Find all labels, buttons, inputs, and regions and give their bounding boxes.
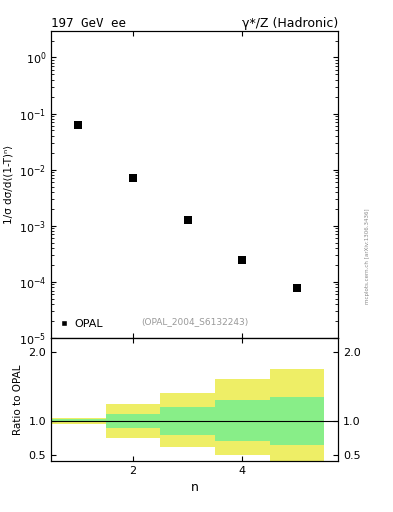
Y-axis label: 1/σ dσ/d⟨(1-T)ⁿ⟩: 1/σ dσ/d⟨(1-T)ⁿ⟩ bbox=[3, 145, 13, 224]
Legend: OPAL: OPAL bbox=[57, 316, 107, 332]
Point bbox=[75, 121, 82, 130]
Text: γ*/Z (Hadronic): γ*/Z (Hadronic) bbox=[242, 16, 338, 30]
Text: 197 GeV ee: 197 GeV ee bbox=[51, 16, 126, 30]
Text: (OPAL_2004_S6132243): (OPAL_2004_S6132243) bbox=[141, 316, 248, 326]
X-axis label: n: n bbox=[191, 481, 198, 494]
Text: mcplots.cern.ch [arXiv:1306.3436]: mcplots.cern.ch [arXiv:1306.3436] bbox=[365, 208, 370, 304]
Point bbox=[130, 174, 136, 182]
Point bbox=[294, 284, 300, 292]
Point bbox=[239, 255, 246, 264]
Point bbox=[185, 216, 191, 224]
Y-axis label: Ratio to OPAL: Ratio to OPAL bbox=[13, 364, 23, 435]
